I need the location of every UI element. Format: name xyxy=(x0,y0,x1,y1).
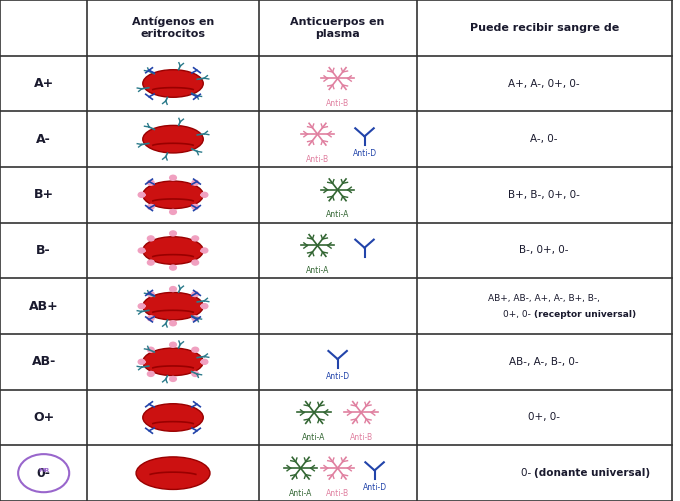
Circle shape xyxy=(201,359,208,364)
Text: Anti-B: Anti-B xyxy=(326,99,350,108)
Circle shape xyxy=(148,260,154,265)
Circle shape xyxy=(192,316,199,321)
Circle shape xyxy=(148,204,154,209)
Text: B+, B-, 0+, 0-: B+, B-, 0+, 0- xyxy=(509,190,580,200)
Text: Antígenos en
eritrocitos: Antígenos en eritrocitos xyxy=(132,17,214,39)
Ellipse shape xyxy=(143,181,203,208)
Circle shape xyxy=(192,347,199,352)
Circle shape xyxy=(148,180,154,185)
Ellipse shape xyxy=(143,348,203,376)
Text: B-, 0+, 0-: B-, 0+, 0- xyxy=(520,245,569,256)
Circle shape xyxy=(148,347,154,352)
Circle shape xyxy=(192,292,199,297)
Text: AB+: AB+ xyxy=(29,300,58,313)
Text: A+: A+ xyxy=(33,77,54,90)
Circle shape xyxy=(138,359,145,364)
Text: Anti-D: Anti-D xyxy=(352,149,377,158)
Ellipse shape xyxy=(143,70,203,97)
Circle shape xyxy=(169,287,176,292)
Circle shape xyxy=(169,231,176,236)
Circle shape xyxy=(192,204,199,209)
Text: B-: B- xyxy=(36,244,51,257)
Text: Anti-B: Anti-B xyxy=(350,433,373,442)
Text: O+: O+ xyxy=(33,411,54,424)
Text: A+, A-, 0+, 0-: A+, A-, 0+, 0- xyxy=(509,79,580,89)
Text: A-, 0-: A-, 0- xyxy=(530,134,558,144)
Circle shape xyxy=(148,236,154,241)
Circle shape xyxy=(169,376,176,381)
Circle shape xyxy=(192,371,199,376)
Text: AB-, A-, B-, 0-: AB-, A-, B-, 0- xyxy=(509,357,579,367)
Circle shape xyxy=(169,321,176,326)
Text: (receptor universal): (receptor universal) xyxy=(534,310,636,319)
Text: Anticuerpos en
plasma: Anticuerpos en plasma xyxy=(290,17,385,39)
Ellipse shape xyxy=(143,125,203,153)
Text: Anti-A: Anti-A xyxy=(289,488,312,497)
Circle shape xyxy=(138,304,145,309)
Circle shape xyxy=(192,180,199,185)
Ellipse shape xyxy=(136,457,210,489)
Circle shape xyxy=(148,371,154,376)
Circle shape xyxy=(138,192,145,197)
Text: (donante universal): (donante universal) xyxy=(534,468,650,478)
Circle shape xyxy=(169,209,176,214)
Text: A-: A- xyxy=(36,133,51,146)
Ellipse shape xyxy=(143,404,203,431)
Text: Anti-D: Anti-D xyxy=(326,372,350,381)
Circle shape xyxy=(169,175,176,180)
Text: 0+, 0-: 0+, 0- xyxy=(528,412,560,422)
Text: AB-: AB- xyxy=(31,355,56,368)
Text: B+: B+ xyxy=(33,188,54,201)
Text: 0-: 0- xyxy=(37,466,50,479)
Text: Anti-A: Anti-A xyxy=(326,210,350,219)
Circle shape xyxy=(138,248,145,253)
Text: Anti-A: Anti-A xyxy=(306,266,329,275)
Text: Anti-B: Anti-B xyxy=(306,155,329,164)
Text: MR: MR xyxy=(38,467,49,472)
Ellipse shape xyxy=(143,293,203,320)
Text: Anti-D: Anti-D xyxy=(362,483,387,492)
Text: 0+, 0-: 0+, 0- xyxy=(503,310,534,319)
Circle shape xyxy=(148,316,154,321)
Circle shape xyxy=(201,192,208,197)
Circle shape xyxy=(192,260,199,265)
Circle shape xyxy=(192,236,199,241)
Text: Anti-B: Anti-B xyxy=(326,488,350,497)
Text: AB+, AB-, A+, A-, B+, B-,: AB+, AB-, A+, A-, B+, B-, xyxy=(488,295,600,304)
Circle shape xyxy=(201,304,208,309)
Circle shape xyxy=(201,248,208,253)
Circle shape xyxy=(148,292,154,297)
Ellipse shape xyxy=(143,237,203,265)
Circle shape xyxy=(169,265,176,270)
Text: Anti-A: Anti-A xyxy=(303,433,326,442)
Text: Puede recibir sangre de: Puede recibir sangre de xyxy=(470,23,619,33)
Text: 0-: 0- xyxy=(521,468,534,478)
Circle shape xyxy=(169,342,176,347)
